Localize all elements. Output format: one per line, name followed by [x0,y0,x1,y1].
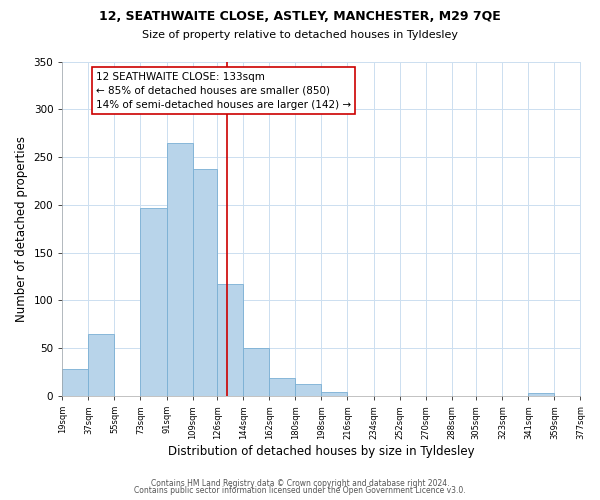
Bar [140,208,167,396]
Text: Contains public sector information licensed under the Open Government Licence v3: Contains public sector information licen… [134,486,466,495]
Text: 12 SEATHWAITE CLOSE: 133sqm
← 85% of detached houses are smaller (850)
14% of se: 12 SEATHWAITE CLOSE: 133sqm ← 85% of det… [96,72,351,110]
Bar [193,170,217,396]
Bar [167,142,193,396]
Bar [295,384,322,396]
Bar [269,378,295,396]
Bar [62,369,88,396]
Text: Contains HM Land Registry data © Crown copyright and database right 2024.: Contains HM Land Registry data © Crown c… [151,478,449,488]
Text: 12, SEATHWAITE CLOSE, ASTLEY, MANCHESTER, M29 7QE: 12, SEATHWAITE CLOSE, ASTLEY, MANCHESTER… [99,10,501,23]
Bar [322,392,347,396]
X-axis label: Distribution of detached houses by size in Tyldesley: Distribution of detached houses by size … [168,444,475,458]
Bar [529,393,554,396]
Bar [217,284,243,396]
Y-axis label: Number of detached properties: Number of detached properties [15,136,28,322]
Text: Size of property relative to detached houses in Tyldesley: Size of property relative to detached ho… [142,30,458,40]
Bar [88,334,115,396]
Bar [243,348,269,396]
